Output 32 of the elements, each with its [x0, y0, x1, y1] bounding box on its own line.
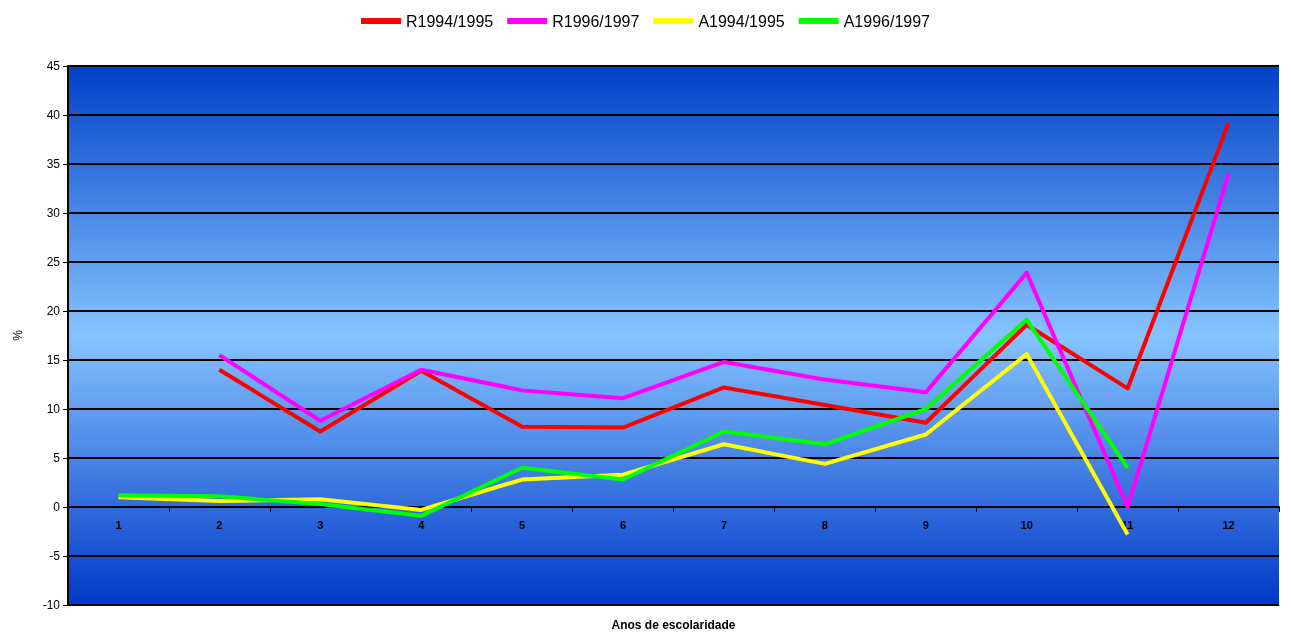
y-tick-label: 25 — [46, 255, 61, 269]
y-tick-label: 45 — [46, 59, 61, 73]
x-tick-label: 7 — [720, 518, 728, 531]
line-series — [217, 171, 1231, 509]
x-tick-label: 9 — [922, 518, 929, 531]
x-tick-label: 5 — [519, 518, 526, 531]
y-tick-label: 0 — [53, 500, 61, 514]
y-tick-label: 35 — [46, 157, 61, 171]
line-series — [217, 120, 1231, 434]
y-tick-label: 15 — [46, 353, 61, 367]
legend-label: R1996/1997 — [552, 12, 640, 30]
y-tick-label: -5 — [49, 549, 61, 563]
y-tick-label: 10 — [46, 402, 61, 416]
line-series — [116, 317, 1130, 518]
x-tick-label: 10 — [1020, 518, 1033, 531]
x-axis-title: Anos de escolaridade — [611, 618, 736, 632]
y-tick-label: 40 — [46, 108, 61, 122]
y-tick-label: 20 — [46, 304, 61, 318]
x-tick-label: 4 — [418, 518, 426, 531]
y-axis-title: % — [11, 329, 25, 341]
x-tick-label: 3 — [317, 518, 324, 531]
y-tick-label: 30 — [46, 206, 61, 220]
legend-label: R1994/1995 — [406, 12, 494, 30]
y-tick-label: -10 — [42, 598, 61, 612]
legend-label: A1994/1995 — [698, 12, 785, 30]
x-tick-label: 6 — [619, 518, 627, 531]
y-tick-label: 5 — [53, 451, 61, 465]
x-tick-label: 8 — [821, 518, 828, 531]
x-tick-label: 2 — [216, 518, 223, 531]
x-tick-label: 12 — [1222, 518, 1235, 531]
legend-label: A1996/1997 — [843, 12, 931, 30]
x-tick-label: 1 — [115, 518, 122, 531]
